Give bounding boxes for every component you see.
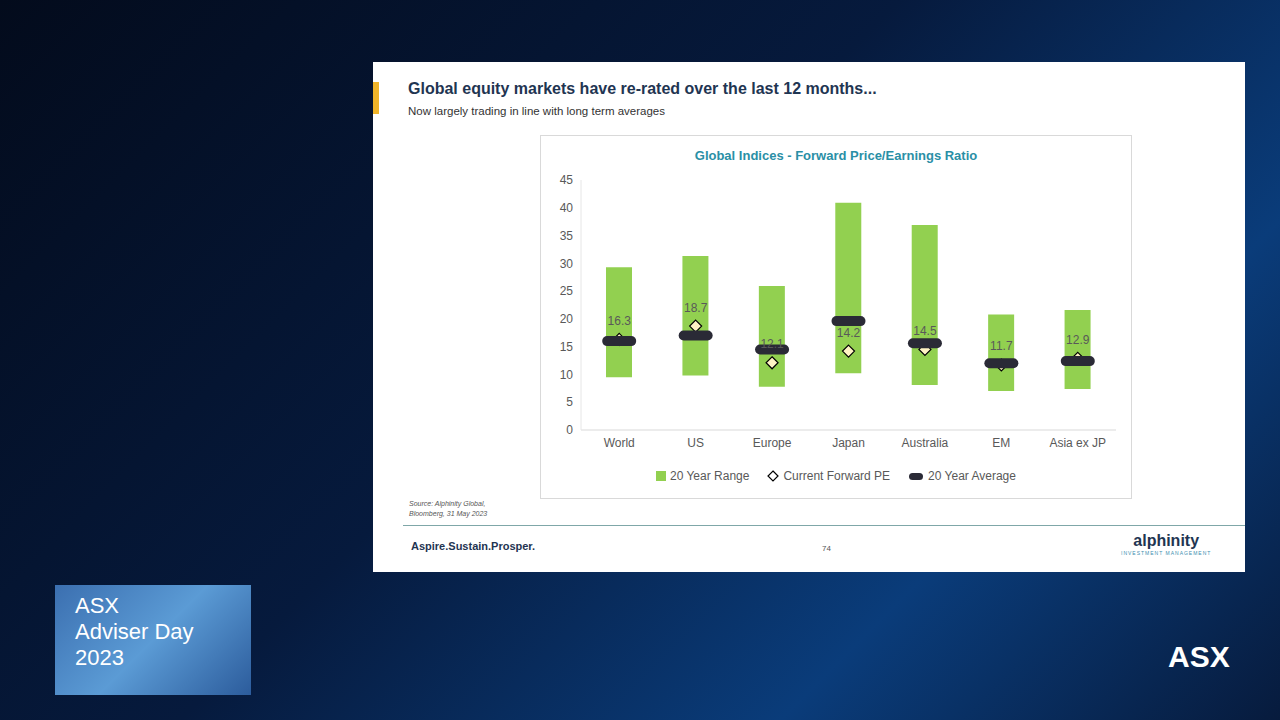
svg-text:16.3: 16.3 <box>608 314 632 328</box>
html-text:Bloomberg, 31 May 2023: Bloomberg, 31 May 2023 <box>409 510 488 517</box>
svg-text:Asia ex JP: Asia ex JP <box>1049 436 1106 450</box>
html-text:ASX: ASX <box>75 593 119 618</box>
svg-text:45: 45 <box>560 173 574 187</box>
html-text:ASX: ASX <box>1168 640 1230 673</box>
svg-text:25: 25 <box>560 284 574 298</box>
html-text:INVESTMENT MANAGEMENT: INVESTMENT MANAGEMENT <box>1121 550 1212 556</box>
svg-text:US: US <box>687 436 704 450</box>
svg-text:35: 35 <box>560 229 574 243</box>
svg-text:Japan: Japan <box>832 436 865 450</box>
svg-text:11.7: 11.7 <box>990 339 1013 353</box>
svg-text:14.2: 14.2 <box>837 326 861 340</box>
svg-text:14.5: 14.5 <box>913 324 937 338</box>
html-text:Global Indices - Forward Price: Global Indices - Forward Price/Earnings … <box>694 148 978 163</box>
html-text:Current Forward PE: Current Forward PE <box>783 469 891 483</box>
html-text:74: 74 <box>822 544 831 553</box>
svg-text:World: World <box>604 436 635 450</box>
html-text:20 Year Average: 20 Year Average <box>928 469 1016 483</box>
svg-text:12.1: 12.1 <box>760 337 784 351</box>
svg-text:15: 15 <box>560 340 574 354</box>
html-text:20 Year Range: 20 Year Range <box>670 469 750 483</box>
svg-text:18.7: 18.7 <box>684 301 708 315</box>
svg-text:0: 0 <box>566 423 573 437</box>
svg-text:5: 5 <box>566 395 573 409</box>
svg-text:40: 40 <box>560 201 574 215</box>
svg-text:Europe: Europe <box>753 436 792 450</box>
svg-text:10: 10 <box>560 368 574 382</box>
svg-text:20: 20 <box>560 312 574 326</box>
html-text:alphinity: alphinity <box>1133 532 1200 549</box>
svg-text:30: 30 <box>560 257 574 271</box>
html-text:Aspire.Sustain.Prosper.: Aspire.Sustain.Prosper. <box>411 540 536 552</box>
svg-text:EM: EM <box>992 436 1010 450</box>
html-text:Now largely trading in line wi: Now largely trading in line with long te… <box>408 105 665 117</box>
html-text:Adviser Day: Adviser Day <box>75 619 194 644</box>
html-text:2023: 2023 <box>75 645 124 670</box>
html-text:Source: Alphinity Global,: Source: Alphinity Global, <box>409 500 486 507</box>
svg-text:12.9: 12.9 <box>1066 333 1090 347</box>
html-text:Global equity markets have re-: Global equity markets have re-rated over… <box>408 80 877 97</box>
svg-text:Australia: Australia <box>902 436 949 450</box>
